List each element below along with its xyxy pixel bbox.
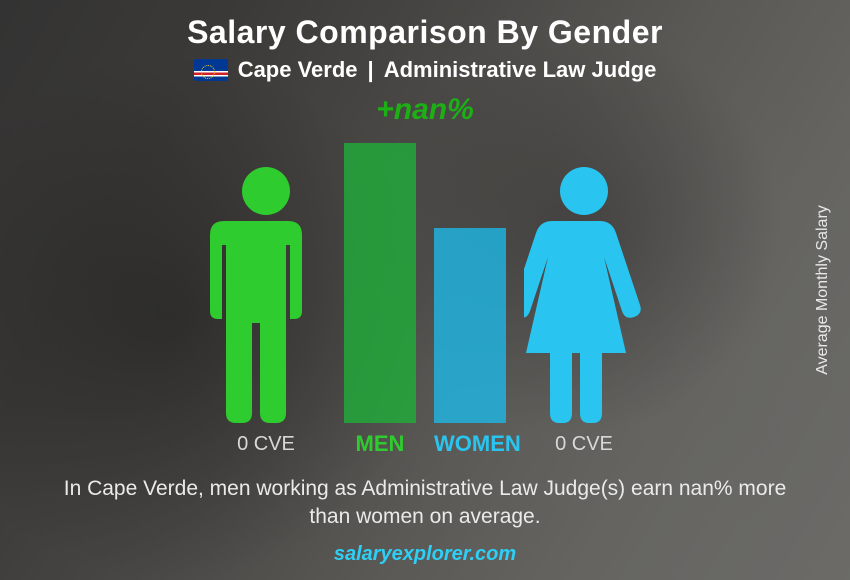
men-bar-col: [344, 143, 416, 423]
women-bar-col: [434, 228, 506, 423]
diff-label: +nan%: [376, 93, 474, 127]
summary-text: In Cape Verde, men working as Administra…: [55, 475, 795, 532]
subtitle-row: Cape Verde | Administrative Law Judge: [194, 57, 657, 83]
separator: |: [368, 57, 374, 83]
men-bar: [344, 143, 416, 423]
yaxis-label: Average Monthly Salary: [814, 205, 832, 375]
male-icon: [206, 163, 326, 423]
job-label: Administrative Law Judge: [384, 57, 657, 83]
country-label: Cape Verde: [238, 57, 358, 83]
labels-row: 0 CVE MEN WOMEN 0 CVE: [145, 431, 705, 457]
flag-icon: [194, 59, 228, 81]
women-label: WOMEN: [434, 431, 506, 457]
men-label: MEN: [344, 431, 416, 457]
men-value: 0 CVE: [206, 433, 326, 456]
men-icon-col: [206, 163, 326, 423]
female-icon: [524, 163, 644, 423]
page-title: Salary Comparison By Gender: [187, 14, 663, 51]
chart-area: +nan%: [145, 93, 705, 423]
women-bar: [434, 228, 506, 423]
footer-link[interactable]: salaryexplorer.com: [0, 543, 850, 566]
women-icon-col: [524, 163, 644, 423]
women-value: 0 CVE: [524, 433, 644, 456]
infographic-content: Salary Comparison By Gender Cape Verde |…: [0, 0, 850, 580]
